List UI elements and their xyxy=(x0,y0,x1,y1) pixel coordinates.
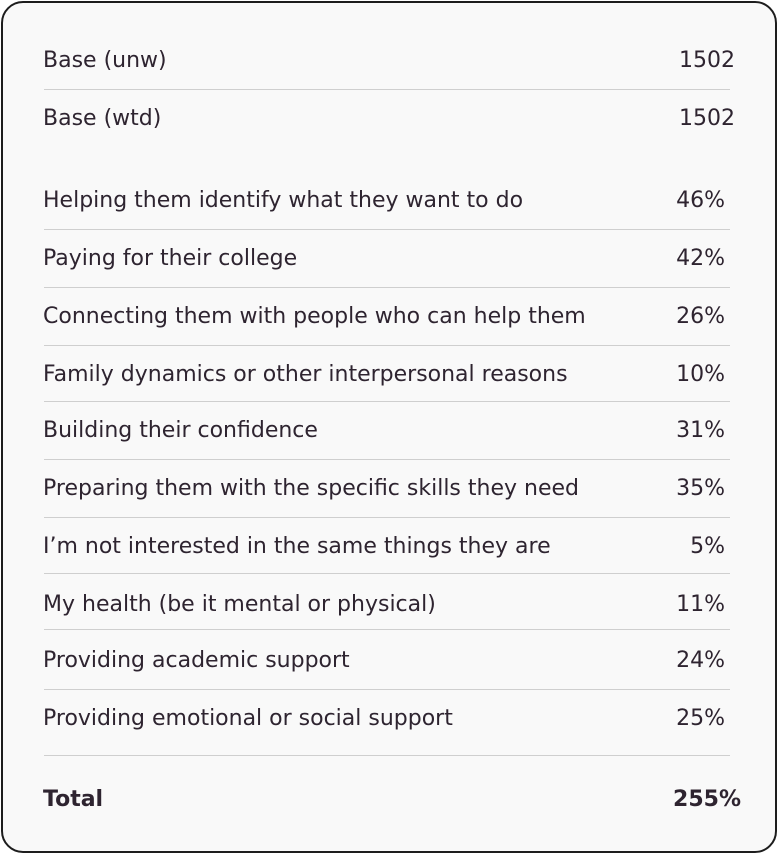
row-divider xyxy=(44,459,730,460)
row-label: Paying for their college xyxy=(43,246,298,271)
row-value: 35% xyxy=(676,476,725,501)
table-row: Family dynamics or other interpersonal r… xyxy=(43,360,729,390)
table-row: Paying for their college 42% xyxy=(43,244,729,274)
table-row: Connecting them with people who can help… xyxy=(43,302,729,332)
row-label: Providing emotional or social support xyxy=(43,706,453,731)
row-divider xyxy=(44,287,730,288)
row-divider xyxy=(44,89,730,90)
row-label: My health (be it mental or physical) xyxy=(43,592,436,617)
row-divider xyxy=(44,573,730,574)
base-weighted-row: Base (wtd) 1502 xyxy=(43,104,735,134)
row-label: Family dynamics or other interpersonal r… xyxy=(43,362,568,387)
row-label: Base (wtd) xyxy=(43,106,162,131)
row-label: I’m not interested in the same things th… xyxy=(43,534,551,559)
row-value: 31% xyxy=(676,418,725,443)
row-value: 1502 xyxy=(679,106,735,131)
row-value: 25% xyxy=(676,706,725,731)
row-value: 5% xyxy=(690,534,725,559)
row-label: Preparing them with the specific skills … xyxy=(43,476,579,501)
row-divider xyxy=(44,345,730,346)
table-row: Helping them identify what they want to … xyxy=(43,186,729,216)
total-row: Total 255% xyxy=(43,785,741,815)
table-row: Preparing them with the specific skills … xyxy=(43,474,729,504)
row-label: Base (unw) xyxy=(43,48,167,73)
table-row: Providing emotional or social support 25… xyxy=(43,704,729,734)
base-unweighted-row: Base (unw) 1502 xyxy=(43,46,735,76)
row-value: 11% xyxy=(676,592,725,617)
row-divider xyxy=(44,401,730,402)
row-divider xyxy=(44,517,730,518)
row-label: Providing academic support xyxy=(43,648,350,673)
row-label: Helping them identify what they want to … xyxy=(43,188,524,213)
row-label: Connecting them with people who can help… xyxy=(43,304,586,329)
table-row: Providing academic support 24% xyxy=(43,646,729,676)
row-value: 1502 xyxy=(679,48,735,73)
row-value: 42% xyxy=(676,246,725,271)
row-divider xyxy=(44,755,730,756)
row-divider xyxy=(44,229,730,230)
total-label: Total xyxy=(43,787,104,812)
row-value: 10% xyxy=(676,362,725,387)
row-value: 26% xyxy=(676,304,725,329)
table-row: Building their confidence 31% xyxy=(43,416,729,446)
row-label: Building their confidence xyxy=(43,418,318,443)
row-value: 24% xyxy=(676,648,725,673)
row-value: 46% xyxy=(676,188,725,213)
table-row: My health (be it mental or physical) 11% xyxy=(43,590,729,620)
table-row: I’m not interested in the same things th… xyxy=(43,532,729,562)
total-value: 255% xyxy=(673,787,741,812)
row-divider xyxy=(44,629,730,630)
row-divider xyxy=(44,689,730,690)
